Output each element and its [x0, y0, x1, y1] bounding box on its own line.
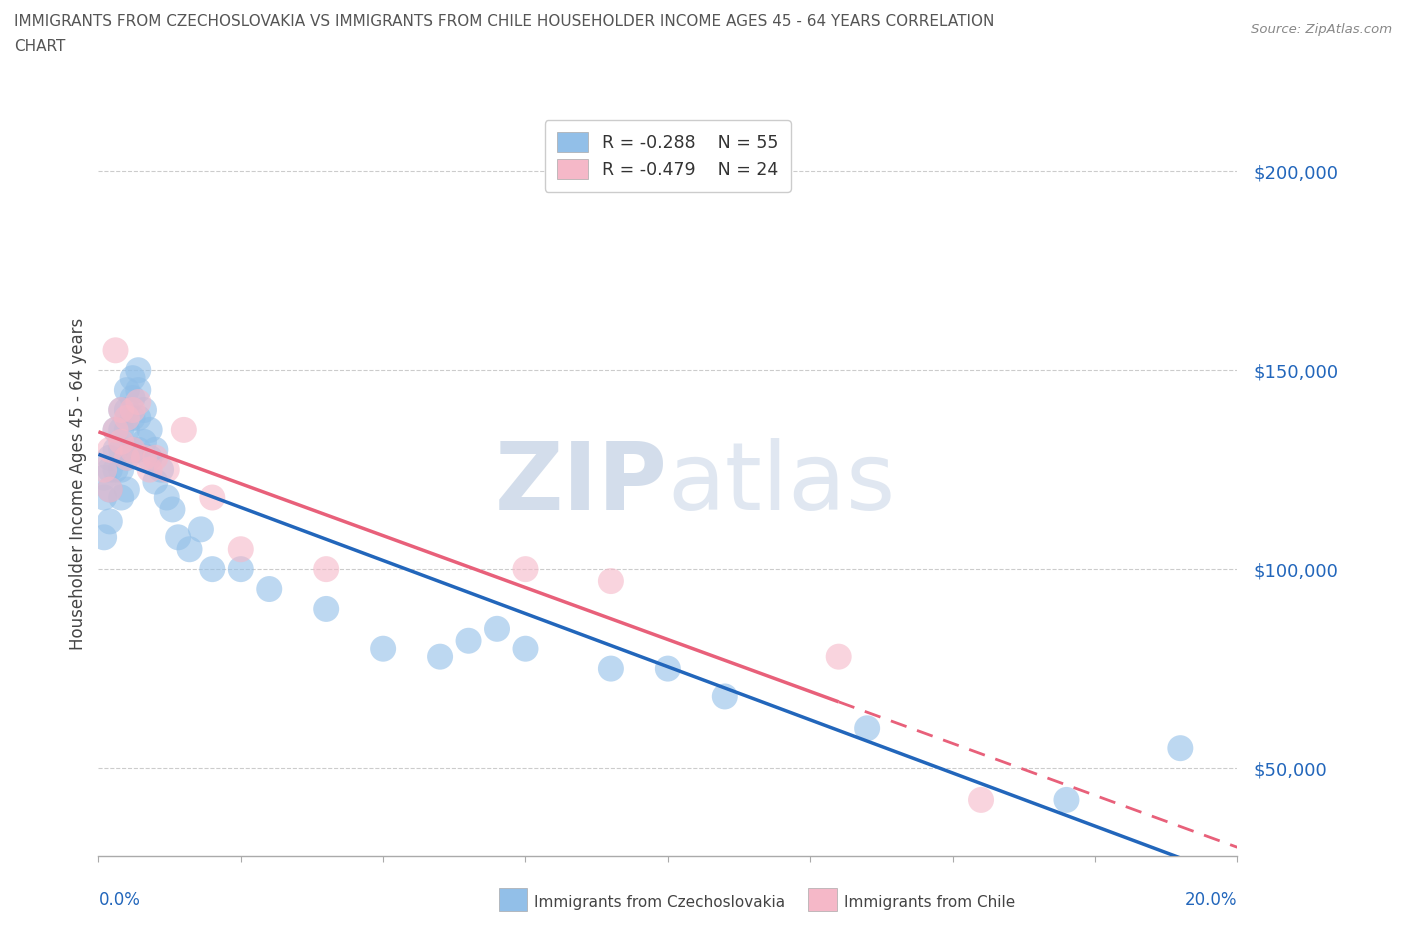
Point: [657, 661, 679, 676]
Point: [828, 649, 851, 664]
Text: Source: ZipAtlas.com: Source: ZipAtlas.com: [1251, 23, 1392, 36]
Text: IMMIGRANTS FROM CZECHOSLOVAKIA VS IMMIGRANTS FROM CHILE HOUSEHOLDER INCOME AGES : IMMIGRANTS FROM CZECHOSLOVAKIA VS IMMIGR…: [14, 14, 994, 29]
Text: CHART: CHART: [14, 39, 66, 54]
Point: [600, 574, 623, 589]
Point: [127, 443, 149, 458]
Point: [110, 434, 132, 449]
Point: [110, 403, 132, 418]
Point: [201, 490, 224, 505]
Point: [150, 462, 173, 477]
Point: [970, 792, 993, 807]
Point: [132, 450, 155, 465]
Point: [457, 633, 479, 648]
Point: [127, 394, 149, 409]
Point: [110, 490, 132, 505]
Point: [429, 649, 451, 664]
Text: 0.0%: 0.0%: [98, 892, 141, 910]
Point: [93, 490, 115, 505]
Point: [121, 443, 143, 458]
Y-axis label: Householder Income Ages 45 - 64 years: Householder Income Ages 45 - 64 years: [69, 317, 87, 650]
Point: [110, 443, 132, 458]
Point: [162, 502, 184, 517]
Point: [156, 462, 179, 477]
Point: [98, 482, 121, 497]
Point: [373, 642, 395, 657]
Point: [115, 482, 138, 497]
Point: [259, 581, 281, 596]
Text: Immigrants from Chile: Immigrants from Chile: [844, 895, 1015, 910]
Point: [93, 462, 115, 477]
Point: [173, 422, 195, 437]
Point: [115, 382, 138, 397]
Point: [98, 443, 121, 458]
Point: [110, 403, 132, 418]
Point: [115, 410, 138, 425]
Point: [121, 391, 143, 405]
Point: [138, 462, 160, 477]
Point: [138, 450, 160, 465]
Point: [132, 403, 155, 418]
Point: [115, 450, 138, 465]
Point: [127, 410, 149, 425]
Point: [145, 443, 167, 458]
Point: [714, 689, 737, 704]
Point: [515, 642, 537, 657]
Point: [315, 562, 337, 577]
Point: [121, 410, 143, 425]
Point: [156, 490, 179, 505]
Point: [486, 621, 509, 636]
Point: [121, 371, 143, 386]
Point: [127, 363, 149, 378]
Text: ZIP: ZIP: [495, 438, 668, 529]
Point: [127, 382, 149, 397]
Point: [132, 434, 155, 449]
Text: Immigrants from Czechoslovakia: Immigrants from Czechoslovakia: [534, 895, 786, 910]
Bar: [808, 888, 837, 911]
Point: [190, 522, 212, 537]
Point: [104, 462, 127, 477]
Point: [1056, 792, 1078, 807]
Point: [600, 661, 623, 676]
Point: [856, 721, 879, 736]
Point: [138, 422, 160, 437]
Point: [229, 542, 252, 557]
Point: [98, 462, 121, 477]
Point: [515, 562, 537, 577]
Point: [98, 514, 121, 529]
Point: [104, 443, 127, 458]
Point: [104, 343, 127, 358]
Point: [115, 422, 138, 437]
Legend: R = -0.288    N = 55, R = -0.479    N = 24: R = -0.288 N = 55, R = -0.479 N = 24: [546, 120, 790, 192]
Point: [145, 474, 167, 489]
Point: [201, 562, 224, 577]
Point: [93, 471, 115, 485]
Point: [93, 530, 115, 545]
Point: [167, 530, 190, 545]
Point: [98, 450, 121, 465]
Text: 20.0%: 20.0%: [1185, 892, 1237, 910]
Point: [315, 602, 337, 617]
Point: [121, 443, 143, 458]
Point: [115, 450, 138, 465]
Bar: [499, 888, 527, 911]
Point: [110, 422, 132, 437]
Point: [1170, 740, 1192, 755]
Point: [104, 422, 127, 437]
Point: [104, 422, 127, 437]
Point: [121, 403, 143, 418]
Point: [229, 562, 252, 577]
Point: [145, 450, 167, 465]
Text: atlas: atlas: [668, 438, 896, 529]
Point: [179, 542, 201, 557]
Point: [98, 482, 121, 497]
Point: [110, 462, 132, 477]
Point: [115, 403, 138, 418]
